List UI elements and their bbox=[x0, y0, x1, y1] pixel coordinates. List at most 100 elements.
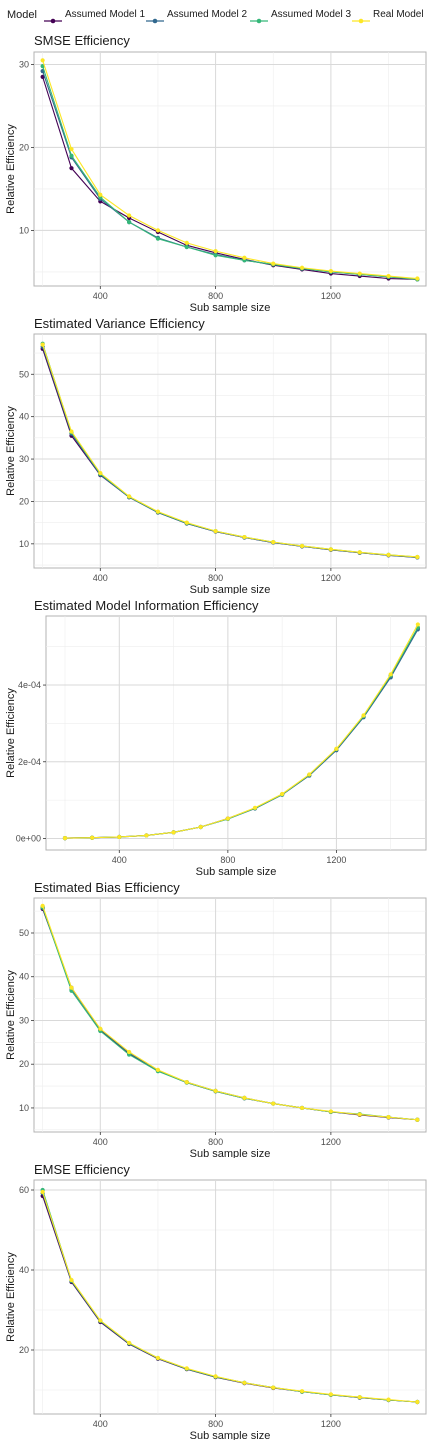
data-point-s4-9 bbox=[271, 261, 276, 266]
plot-area: 400 800 1200 10 20 30 40 50 Sub sample size Relat… bbox=[5, 333, 427, 594]
series-line-1 bbox=[42, 76, 418, 280]
x-tick-label: 1200 bbox=[321, 291, 341, 301]
chart-title: SMSE Efficiency bbox=[34, 33, 130, 48]
legend-label-4: Real Model bbox=[373, 9, 424, 20]
y-tick-label: 20 bbox=[19, 1345, 29, 1355]
data-point-s4-2 bbox=[69, 985, 74, 990]
x-axis-title: Sub sample size bbox=[190, 1148, 271, 1158]
chart-title: EMSE Efficiency bbox=[34, 1162, 130, 1177]
chart-panel-variance: Estimated Variance Efficiency 400 800 1200… bbox=[0, 312, 432, 594]
chart-svg-bias: 400 800 1200 10 20 30 40 50 Sub sample size Relat… bbox=[5, 897, 427, 1158]
y-tick-label: 40 bbox=[19, 412, 29, 422]
data-point-s4-14 bbox=[415, 1399, 420, 1405]
data-point-s4-12 bbox=[357, 1395, 362, 1400]
data-point-s4-14 bbox=[415, 1117, 420, 1122]
y-tick-label: 40 bbox=[19, 1265, 29, 1275]
x-tick-label: 1200 bbox=[321, 1419, 341, 1429]
legend-key-point bbox=[358, 18, 364, 24]
data-point-s4-5 bbox=[155, 1067, 161, 1072]
y-tick-label: 20 bbox=[19, 1059, 29, 1069]
plot-area: 400 800 1200 10 20 30 40 50 Sub sample size Relat… bbox=[5, 897, 427, 1158]
x-tick-label: 800 bbox=[208, 1419, 223, 1429]
x-axis-title: Sub sample size bbox=[190, 1430, 271, 1440]
data-point-s4-8 bbox=[252, 805, 258, 810]
plot-frame bbox=[33, 333, 427, 569]
data-point-s4-13 bbox=[386, 1115, 391, 1120]
data-point-s4-5 bbox=[155, 228, 161, 233]
legend-title: Model bbox=[7, 9, 37, 21]
plot-frame bbox=[33, 51, 427, 287]
y-tick-label: 4e-04 bbox=[18, 680, 41, 690]
x-tick-label: 400 bbox=[93, 1137, 108, 1147]
data-point-s4-13 bbox=[388, 672, 393, 677]
legend-label-3: Assumed Model 3 bbox=[271, 9, 352, 20]
legend-key-point bbox=[50, 18, 56, 24]
data-point-s3-7 bbox=[213, 253, 218, 258]
data-point-s4-12 bbox=[357, 550, 362, 555]
legend-label-2: Assumed Model 2 bbox=[167, 9, 248, 20]
data-point-s4-1 bbox=[62, 836, 68, 841]
data-point-s4-11 bbox=[328, 268, 333, 274]
data-point-s4-10 bbox=[299, 1105, 305, 1111]
data-point-s4-6 bbox=[184, 240, 189, 245]
data-point-s4-6 bbox=[184, 1080, 189, 1085]
data-point-s4-11 bbox=[328, 547, 333, 552]
data-point-s4-1 bbox=[40, 58, 45, 63]
data-point-s3-2 bbox=[69, 153, 74, 158]
x-tick-label: 800 bbox=[208, 1137, 223, 1147]
legend-key-3-icon bbox=[250, 18, 268, 24]
data-point-s4-5 bbox=[155, 1355, 161, 1361]
data-point-s4-14 bbox=[415, 276, 420, 281]
legend-key-4-icon bbox=[352, 18, 370, 24]
y-tick-label: 30 bbox=[19, 454, 29, 464]
data-point-s4-1 bbox=[40, 903, 45, 908]
legend-key-2-icon bbox=[146, 18, 164, 24]
x-tick-label: 400 bbox=[93, 291, 108, 301]
data-point-s4-4 bbox=[127, 494, 132, 499]
x-tick-label: 400 bbox=[112, 855, 127, 865]
data-point-s4-13 bbox=[386, 1397, 391, 1402]
plot-area: 400 800 1200 20 40 60 Sub sample size Relative … bbox=[5, 1179, 427, 1440]
data-point-s4-9 bbox=[271, 1385, 276, 1390]
y-tick-label: 10 bbox=[19, 539, 29, 549]
y-tick-label: 30 bbox=[19, 59, 29, 69]
data-point-s4-13 bbox=[386, 273, 391, 279]
y-tick-label: 50 bbox=[19, 928, 29, 938]
chart-panel-model-information: Estimated Model Information Efficiency 4… bbox=[0, 594, 432, 876]
data-point-s4-7 bbox=[225, 816, 230, 821]
data-point-s4-9 bbox=[280, 791, 285, 797]
data-point-s4-6 bbox=[198, 824, 203, 830]
data-point-s4-4 bbox=[144, 833, 149, 838]
data-point-s4-9 bbox=[271, 1101, 276, 1106]
data-point-s3-5 bbox=[155, 236, 161, 241]
x-tick-label: 1200 bbox=[326, 855, 346, 865]
y-tick-label: 20 bbox=[19, 496, 29, 506]
legend-label-1: Assumed Model 1 bbox=[65, 9, 146, 20]
legend: Model Assumed Model 1 Assumed Model 2 As… bbox=[0, 0, 432, 32]
data-point-s3-6 bbox=[184, 244, 189, 250]
data-point-s4-5 bbox=[171, 830, 176, 835]
data-point-s4-13 bbox=[386, 552, 391, 557]
y-axis-title: Relative Efficiency bbox=[5, 688, 17, 778]
data-point-s4-3 bbox=[98, 1026, 103, 1031]
y-tick-label: 50 bbox=[19, 369, 29, 379]
y-axis-title: Relative Efficiency bbox=[5, 406, 17, 496]
chart-title: Estimated Bias Efficiency bbox=[34, 880, 180, 895]
data-point-s3-4 bbox=[127, 220, 132, 225]
data-point-s4-10 bbox=[307, 772, 312, 777]
data-point-s4-14 bbox=[415, 622, 420, 627]
plot-frame bbox=[45, 615, 427, 851]
x-tick-label: 800 bbox=[208, 573, 223, 583]
data-point-s4-4 bbox=[127, 1049, 132, 1055]
data-point-s4-5 bbox=[155, 509, 161, 514]
data-point-s4-10 bbox=[299, 265, 305, 270]
data-point-s4-2 bbox=[90, 835, 95, 840]
x-tick-label: 800 bbox=[208, 291, 223, 301]
chart-svg-variance: 400 800 1200 10 20 30 40 50 Sub sample size Relat… bbox=[5, 333, 427, 594]
data-point-s4-2 bbox=[69, 146, 74, 152]
chart-panel-bias: Estimated Bias Efficiency 400 800 1200 10 20… bbox=[0, 876, 432, 1158]
data-point-s4-10 bbox=[299, 543, 305, 549]
data-point-s4-6 bbox=[184, 520, 189, 525]
x-tick-label: 800 bbox=[220, 855, 235, 865]
data-point-s4-8 bbox=[242, 1380, 247, 1385]
